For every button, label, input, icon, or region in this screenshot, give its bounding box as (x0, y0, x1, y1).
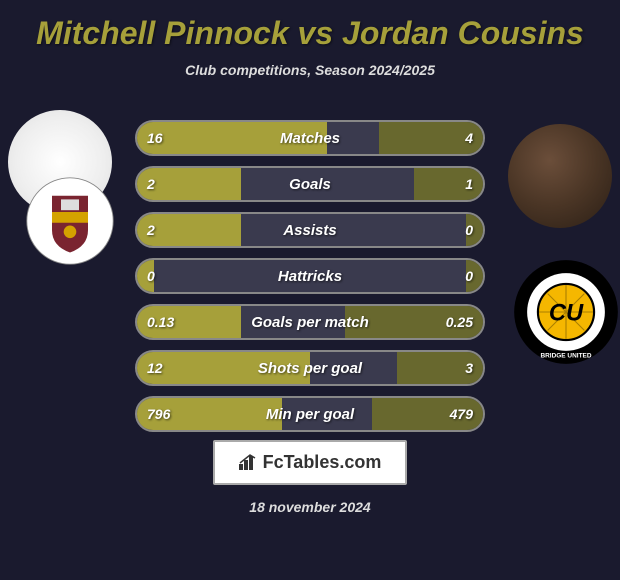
svg-text:CU: CU (549, 300, 584, 327)
stat-value-right: 479 (450, 398, 473, 430)
stat-value-right: 1 (465, 168, 473, 200)
player-photo-right (508, 124, 612, 228)
club-crest-left (25, 176, 115, 266)
stat-label: Shots per goal (137, 352, 483, 384)
stat-label: Matches (137, 122, 483, 154)
date-text: 18 november 2024 (0, 499, 620, 515)
stat-value-right: 0.25 (446, 306, 473, 338)
stat-label: Assists (137, 214, 483, 246)
stat-value-right: 0 (465, 214, 473, 246)
stat-row: 0 Hattricks 0 (135, 258, 485, 294)
stat-row: 796 Min per goal 479 (135, 396, 485, 432)
stat-label: Goals per match (137, 306, 483, 338)
comparison-title: Mitchell Pinnock vs Jordan Cousins (0, 15, 620, 52)
brand-badge: FcTables.com (213, 440, 408, 485)
stats-container: 16 Matches 4 2 Goals 1 2 Assists 0 0 Hat… (135, 120, 485, 442)
stat-value-right: 3 (465, 352, 473, 384)
stat-row: 16 Matches 4 (135, 120, 485, 156)
stat-label: Min per goal (137, 398, 483, 430)
subtitle: Club competitions, Season 2024/2025 (0, 62, 620, 78)
chart-icon (239, 454, 259, 470)
stat-row: 2 Assists 0 (135, 212, 485, 248)
stat-value-right: 4 (465, 122, 473, 154)
stat-row: 12 Shots per goal 3 (135, 350, 485, 386)
stat-label: Goals (137, 168, 483, 200)
svg-text:BRIDGE UNITED: BRIDGE UNITED (540, 352, 591, 359)
club-crest-right: CU BRIDGE UNITED (512, 258, 602, 348)
stat-row: 0.13 Goals per match 0.25 (135, 304, 485, 340)
brand-text: FcTables.com (263, 452, 382, 472)
stat-label: Hattricks (137, 260, 483, 292)
stat-row: 2 Goals 1 (135, 166, 485, 202)
stat-value-right: 0 (465, 260, 473, 292)
